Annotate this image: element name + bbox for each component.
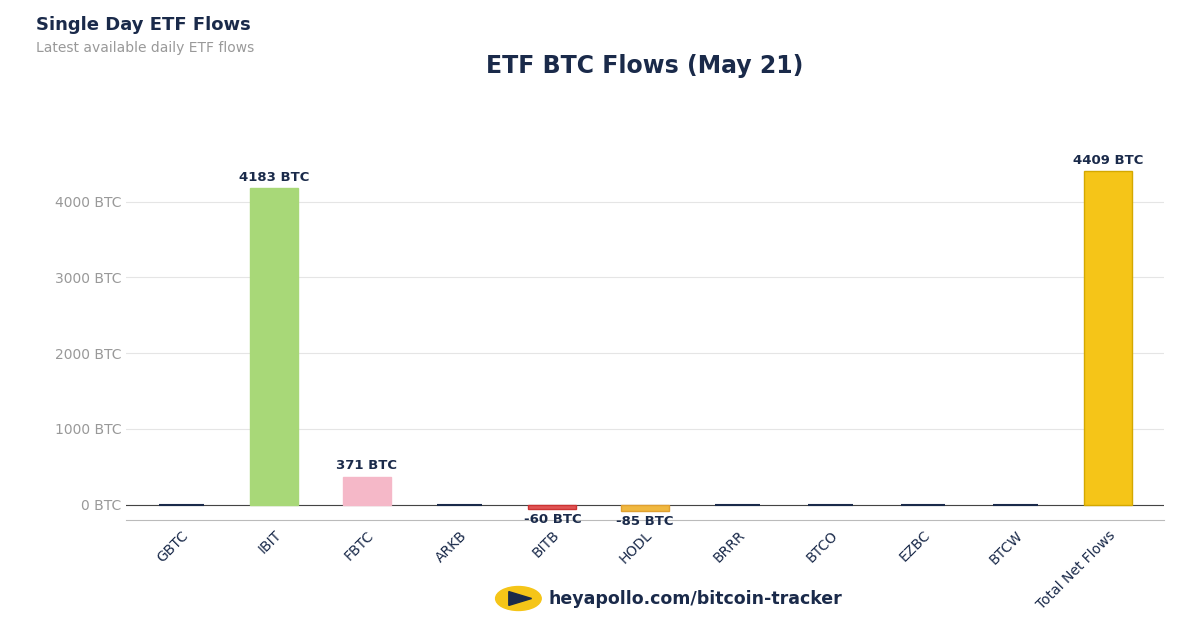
Text: Single Day ETF Flows: Single Day ETF Flows bbox=[36, 16, 251, 34]
Text: -60 BTC: -60 BTC bbox=[523, 513, 581, 526]
Text: heyapollo.com/bitcoin-tracker: heyapollo.com/bitcoin-tracker bbox=[548, 590, 842, 607]
Bar bbox=[1085, 171, 1133, 505]
Bar bbox=[250, 188, 299, 505]
Bar bbox=[343, 476, 391, 505]
Text: -85 BTC: -85 BTC bbox=[617, 515, 673, 528]
Bar bbox=[620, 505, 670, 511]
Text: 4183 BTC: 4183 BTC bbox=[239, 171, 310, 184]
Text: 4409 BTC: 4409 BTC bbox=[1073, 154, 1144, 166]
Text: 371 BTC: 371 BTC bbox=[336, 459, 397, 472]
Text: ETF BTC Flows (May 21): ETF BTC Flows (May 21) bbox=[486, 54, 804, 78]
Text: Latest available daily ETF flows: Latest available daily ETF flows bbox=[36, 41, 254, 55]
Bar bbox=[528, 505, 576, 509]
